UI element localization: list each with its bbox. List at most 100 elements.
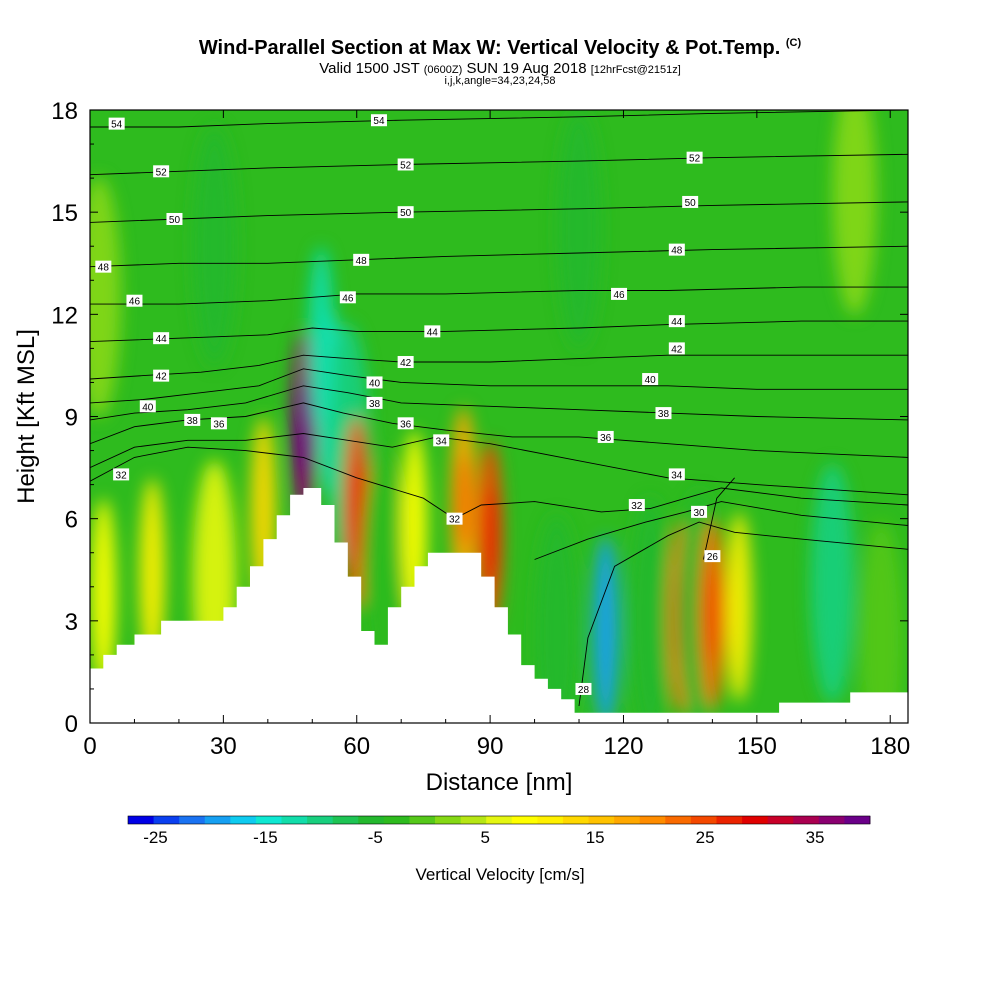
contour-label-text: 38 [187, 416, 199, 427]
colorbar-tick-label: 25 [696, 828, 715, 847]
contour-label: 52 [686, 151, 703, 165]
contour-label-text: 30 [693, 508, 705, 519]
contour-label-box [628, 499, 645, 512]
contour-label-text: 40 [142, 402, 154, 413]
colorbar-swatch [844, 816, 871, 824]
contour-label-box [184, 413, 201, 426]
y-tick-label: 12 [51, 302, 78, 329]
forecast-info: [12hrFcst@2151z] [590, 64, 681, 76]
x-tick-label: 120 [603, 733, 643, 760]
contour-label-text: 36 [213, 419, 225, 430]
colorbar-swatch [562, 816, 589, 824]
x-tick-label: 90 [477, 733, 504, 760]
colorbar-frame [127, 815, 871, 825]
colorbar-swatch [818, 816, 845, 824]
contour-label: 44 [424, 325, 441, 338]
theta-contour-48 [90, 245, 908, 268]
contour-label: 32 [113, 468, 130, 481]
contour-label: 38 [184, 413, 201, 427]
contour-label: 52 [397, 158, 414, 171]
colorbar-tick-label: 5 [481, 828, 490, 847]
contour-label-text: 32 [116, 470, 128, 481]
terrain [90, 488, 908, 723]
contour-label: 40 [366, 376, 383, 389]
contour-label-text: 44 [156, 334, 168, 345]
velocity-cell [832, 110, 877, 316]
colorbar-tick-label: 15 [586, 828, 605, 847]
contour-label: 46 [339, 291, 356, 304]
contour-label: 52 [153, 165, 170, 178]
velocity-core [456, 454, 471, 550]
contour-label: 34 [433, 434, 450, 447]
contour-label-text: 32 [631, 501, 643, 512]
x-tick-label: 60 [343, 733, 370, 760]
x-tick-label: 0 [83, 733, 96, 760]
colorbar-swatch [537, 816, 564, 824]
chart-title-main: Wind-Parallel Section at Max W: Vertical… [198, 37, 781, 59]
contour-label: 32 [628, 499, 645, 512]
contour-label-text: 42 [671, 344, 683, 355]
velocity-cell [308, 246, 335, 437]
contour-label-text: 48 [98, 263, 110, 274]
contour-label-text: 52 [156, 167, 168, 178]
contour-label-box [397, 417, 414, 430]
contour-label-text: 36 [600, 433, 612, 444]
velocity-cell [534, 514, 579, 723]
colorbar-swatch [179, 816, 206, 824]
contour-label-text: 44 [671, 317, 683, 328]
velocity-cell [139, 478, 166, 669]
contour-label-box [642, 373, 659, 386]
contour-label-box [353, 253, 370, 266]
contour-label: 30 [691, 505, 708, 519]
contour-label: 54 [108, 117, 125, 131]
contour-label: 46 [611, 287, 628, 301]
contour-label-box [126, 294, 143, 307]
contour-label: 34 [668, 468, 685, 481]
contour-label: 38 [655, 407, 672, 420]
contour-label-box [166, 212, 183, 225]
colorbar-swatch [307, 816, 334, 824]
colorbar-label: Vertical Velocity [cm/s] [415, 865, 584, 884]
velocity-cell [859, 521, 904, 723]
contour-labels: 54 54 52 52 52 50 50 50 48 48 48 46 46 46 44 44 44 42 42 42… [95, 114, 721, 696]
contour-label-text: 34 [436, 436, 448, 447]
chart-title-unit: (C) [785, 37, 802, 49]
y-tick-label: 3 [65, 609, 78, 636]
colorbar-swatch [409, 816, 436, 824]
contour-label: 48 [95, 260, 112, 274]
contour-label-text: 46 [342, 293, 354, 304]
contour-label: 32 [446, 512, 463, 526]
contour-label-box [691, 505, 708, 518]
contour-label-box [339, 291, 356, 304]
contour-label-box [655, 407, 672, 420]
contour-label: 48 [668, 243, 685, 257]
velocity-cell [628, 497, 673, 723]
contour-label: 44 [668, 315, 685, 328]
y-tick-label: 9 [65, 405, 78, 432]
grid-indices: i,j,k,angle=34,23,24,58 [444, 75, 556, 87]
contour-label: 36 [597, 430, 614, 444]
contour-label: 42 [153, 369, 170, 383]
contour-label-text: 52 [689, 154, 701, 165]
colorbar-tick-label: -5 [368, 828, 383, 847]
colorbar-swatch [383, 816, 410, 824]
colorbar-swatch [665, 816, 692, 824]
x-tick-label: 180 [870, 733, 910, 760]
contour-label-box [704, 550, 721, 563]
theta-contour-54 [90, 110, 908, 128]
y-axis-label: Height [Kft MSL] [13, 329, 40, 504]
contour-label-box [153, 332, 170, 345]
contour-label-box [397, 356, 414, 369]
contour-label-text: 28 [578, 685, 590, 696]
contour-label-box [424, 325, 441, 338]
contour-label: 54 [370, 114, 387, 127]
contour-label-box [433, 434, 450, 447]
contour-label: 44 [153, 332, 170, 345]
contour-label: 48 [353, 253, 370, 267]
contour-label: 40 [642, 373, 659, 386]
contour-label-text: 42 [400, 358, 412, 369]
contour-label-box [366, 376, 383, 389]
colorbar-swatch [690, 816, 717, 824]
contour-label-text: 46 [613, 290, 625, 301]
chart-title: Wind-Parallel Section at Max W: Vertical… [0, 37, 1000, 60]
